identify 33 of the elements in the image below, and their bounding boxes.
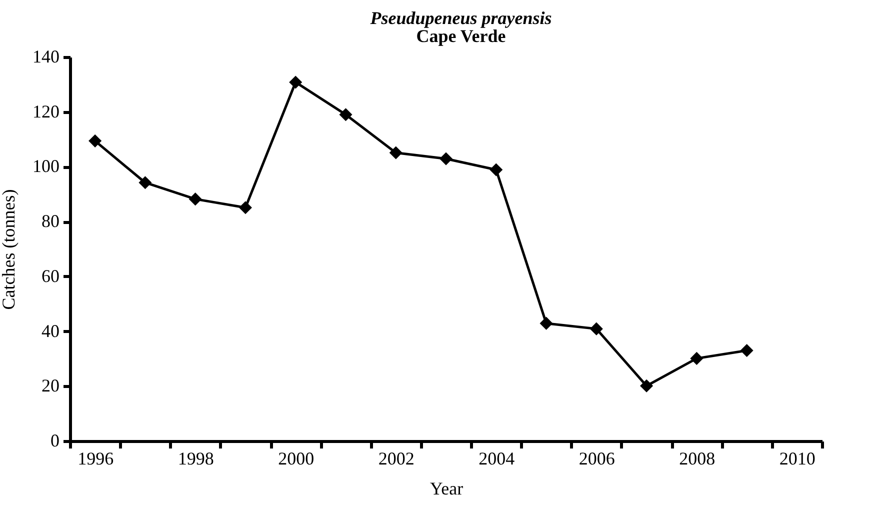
x-tick-label: 2010 (779, 448, 816, 468)
point (439, 152, 453, 166)
x-tick-label: 1998 (178, 448, 214, 468)
point (640, 379, 654, 392)
point (88, 134, 102, 148)
point (289, 76, 302, 89)
y-tick-label: 120 (32, 101, 60, 122)
chart-title: Pseudupeneus prayensis (369, 8, 552, 28)
y-tick-label: 80 (42, 211, 60, 232)
point (590, 322, 603, 336)
point (339, 108, 352, 122)
point (690, 352, 704, 365)
y-tick-label: 20 (42, 376, 60, 396)
y-tick-label: 40 (42, 320, 60, 341)
x-tick-label: 2002 (378, 448, 414, 468)
y-tick-label: 100 (32, 156, 60, 176)
point (138, 176, 152, 190)
y-tick-label: 140 (32, 46, 60, 66)
x-tick-label: 2006 (578, 448, 615, 468)
x-tick-label: 1996 (78, 448, 114, 468)
point (389, 146, 402, 160)
point (238, 201, 252, 214)
y-axis-title: Catches (tonnes) (0, 189, 18, 310)
point (540, 316, 553, 330)
x-tick-label: 2008 (679, 448, 716, 468)
x-axis-title: Year (430, 478, 464, 498)
x-tick-label: 2000 (278, 448, 314, 468)
point (188, 192, 202, 206)
point (740, 344, 754, 358)
y-tick-label: 60 (42, 266, 60, 286)
y-tick-label: 0 (50, 430, 60, 450)
point (490, 163, 503, 176)
x-tick-label: 2004 (478, 448, 515, 468)
